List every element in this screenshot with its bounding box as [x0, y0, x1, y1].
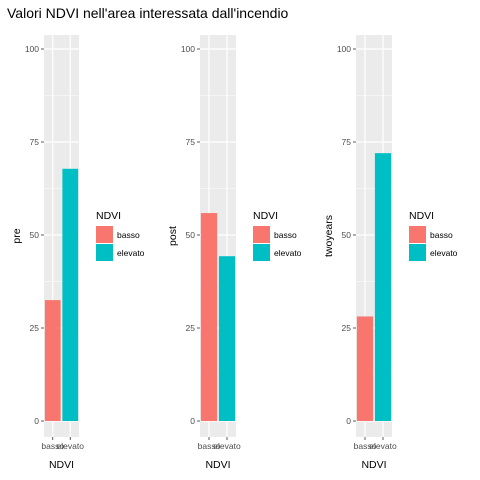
x-tick-label: basso: [41, 441, 64, 451]
y-tick-label: 75: [342, 137, 352, 147]
y-tick-label: 75: [186, 137, 196, 147]
bar-basso: [356, 316, 374, 421]
y-axis-title: post: [167, 226, 179, 246]
y-tick-label: 0: [346, 416, 351, 426]
legend-key-basso: [253, 226, 270, 243]
chart-panel-post: 0255075100bassoelevatoNDVIpostNDVIbassoe…: [167, 35, 302, 471]
bar-basso: [44, 300, 61, 421]
legend-title: NDVI: [409, 210, 434, 222]
legend-key-elevato: [253, 244, 270, 261]
legend-key-elevato: [409, 244, 426, 261]
y-axis-title: twoyears: [323, 215, 335, 257]
y-tick-label: 100: [181, 44, 195, 54]
legend: NDVI basso elevato: [96, 210, 145, 261]
y-tick-label: 25: [30, 323, 40, 333]
x-tick-label: elevato: [369, 441, 397, 451]
y-tick-label: 50: [30, 230, 40, 240]
legend-key-basso: [96, 226, 113, 243]
legend: NDVI basso elevato: [409, 210, 458, 261]
legend-label-basso: basso: [117, 230, 140, 240]
legend-title: NDVI: [96, 210, 121, 222]
legend-label-elevato: elevato: [274, 248, 302, 258]
x-tick-label: basso: [354, 441, 377, 451]
bar-elevato: [374, 153, 392, 421]
y-tick-label: 0: [34, 416, 39, 426]
legend-key-elevato: [96, 244, 113, 261]
legend: NDVI basso elevato: [253, 210, 302, 261]
bar-elevato: [62, 168, 79, 421]
legend-title: NDVI: [253, 210, 278, 222]
y-axis-title: pre: [11, 228, 23, 243]
y-tick-label: 25: [342, 323, 352, 333]
y-tick-label: 100: [337, 44, 351, 54]
y-tick-label: 100: [25, 44, 39, 54]
bar-elevato: [218, 256, 236, 421]
y-tick-label: 25: [186, 323, 196, 333]
chart-panel-pre: 0255075100bassoelevatoNDVIpreNDVIbassoel…: [11, 35, 145, 471]
x-tick-label: basso: [198, 441, 221, 451]
x-tick-label: elevato: [213, 441, 241, 451]
x-axis-title: NDVI: [361, 459, 386, 471]
legend-label-elevato: elevato: [117, 248, 145, 258]
legend-key-basso: [409, 226, 426, 243]
legend-label-basso: basso: [430, 230, 453, 240]
y-tick-label: 75: [30, 137, 40, 147]
y-tick-label: 50: [342, 230, 352, 240]
y-tick-label: 50: [186, 230, 196, 240]
legend-label-basso: basso: [274, 230, 297, 240]
x-axis-title: NDVI: [205, 459, 230, 471]
x-axis-title: NDVI: [49, 459, 74, 471]
bar-basso: [200, 213, 218, 421]
chart-title: Valori NDVI nell'area interessata dall'i…: [7, 5, 289, 21]
x-tick-label: elevato: [57, 441, 85, 451]
y-tick-label: 0: [190, 416, 195, 426]
legend-label-elevato: elevato: [430, 248, 458, 258]
